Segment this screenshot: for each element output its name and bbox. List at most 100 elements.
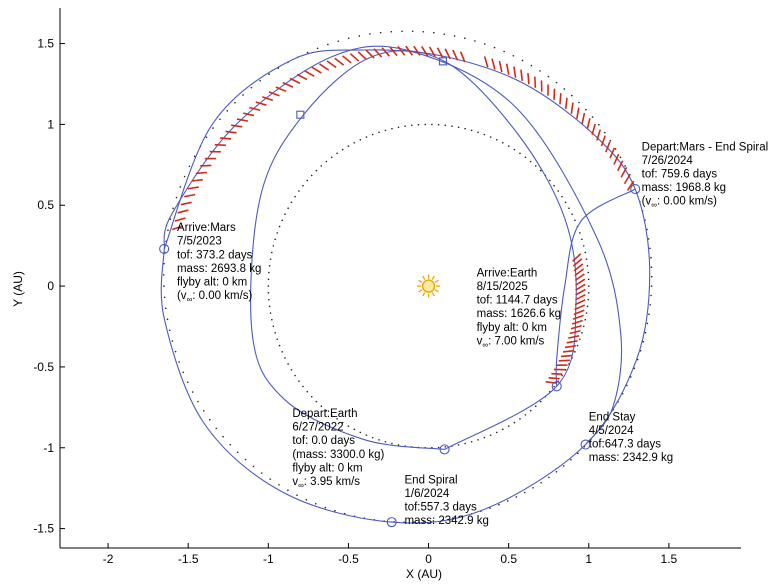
orbit-dot — [197, 400, 199, 403]
thrust-vector — [311, 66, 322, 74]
annotation-end-spiral: End Spiral 1/6/2024 tof:557.3 days mass: 23… — [405, 474, 489, 527]
orbit-dot — [650, 266, 653, 268]
thrust-vector — [389, 46, 398, 57]
y-tick-label: -1.5 — [33, 522, 54, 536]
annotation-line: 6/27/2022 — [292, 422, 343, 434]
orbit-dot — [166, 318, 169, 321]
orbit-dot — [336, 418, 338, 420]
mars-orbit — [162, 30, 653, 523]
orbit-dot — [507, 425, 510, 427]
thrust-vector — [413, 45, 421, 56]
orbit-dot — [315, 400, 318, 403]
orbit-dot — [650, 294, 652, 297]
orbit-dot — [268, 265, 271, 267]
orbit-dot — [521, 59, 524, 62]
thrust-vector — [527, 72, 530, 85]
annotation-line: (mass: 3300.0 kg) — [292, 449, 384, 461]
y-tick-label: -1 — [43, 441, 54, 455]
thrust-vector — [570, 324, 582, 330]
orbit-dot — [609, 139, 612, 142]
orbit-dot — [443, 33, 446, 35]
orbit-dot — [553, 184, 555, 187]
thrust-vector — [562, 349, 575, 353]
orbit-dot — [305, 498, 308, 501]
orbit-dot — [539, 169, 542, 172]
marker-depart-earth — [439, 444, 450, 455]
orbit-dot — [457, 126, 460, 129]
thrust-vector — [200, 164, 212, 167]
orbit-dot — [515, 496, 518, 498]
thrust-vector — [564, 97, 568, 110]
orbit-dot — [296, 494, 298, 496]
thrust-vector — [459, 51, 466, 63]
orbit-dot — [432, 520, 435, 522]
orbit-dot — [163, 296, 166, 299]
y-tick-label: 1.5 — [37, 37, 54, 51]
orbit-dot — [574, 219, 576, 222]
orbit-dot — [614, 148, 617, 150]
orbit-dot — [209, 418, 211, 421]
orbit-dot — [411, 30, 414, 33]
orbit-dot — [298, 190, 300, 192]
orbit-dot — [267, 278, 270, 281]
orbit-dot — [483, 436, 486, 439]
orbit-dot — [353, 142, 356, 144]
orbit-dot — [287, 363, 289, 365]
orbit-dot — [587, 292, 590, 294]
orbit-dot — [267, 285, 270, 287]
thrust-vector — [373, 48, 383, 58]
orbit-dot — [167, 229, 169, 231]
thrust-vector — [559, 93, 562, 105]
thrust-vector — [586, 118, 591, 130]
thrust-vector — [600, 135, 606, 147]
thrust-vector — [568, 335, 580, 339]
thrust-vector — [575, 283, 586, 291]
thrust-vector — [421, 45, 429, 57]
orbit-dot — [276, 338, 279, 341]
orbit-dot — [193, 155, 196, 158]
annotation-line: mass: 1626.6 kg — [477, 308, 561, 320]
orbit-dot — [586, 265, 589, 267]
orbit-dot — [320, 405, 323, 408]
annotation-line: mass: 1968.8 kg — [642, 182, 726, 194]
orbit-dot — [268, 298, 270, 301]
orbit-dot — [168, 329, 171, 332]
orbit-dot — [391, 127, 393, 130]
thrust-vector — [575, 278, 586, 286]
thrust-vector — [576, 107, 580, 119]
orbit-dot — [555, 471, 558, 473]
annotation-arrive-earth: Arrive:Earth 8/15/2025 tof: 1144.7 days mas… — [477, 267, 561, 349]
thrust-vector — [520, 69, 524, 81]
orbit-dot — [250, 86, 253, 89]
thrust-vector — [171, 225, 184, 231]
annotation-depart-mars: Depart:Mars - End Spiral 7/26/2024 tof: 75… — [642, 141, 769, 209]
thrust-vector — [505, 63, 510, 75]
orbit-dot — [320, 165, 323, 167]
thrust-vector — [570, 102, 574, 114]
orbit-dot — [378, 131, 380, 134]
orbit-dot — [539, 400, 542, 403]
orbit-dot — [598, 123, 600, 126]
thrust-vector — [231, 124, 243, 128]
thrust-vector — [498, 60, 503, 73]
orbit-dot — [437, 123, 440, 126]
thrust-vector — [342, 55, 352, 64]
orbit-dot — [587, 271, 590, 274]
orbit-dot — [506, 500, 509, 502]
sun-ray — [418, 289, 423, 293]
orbit-dot — [359, 138, 362, 141]
thrust-vector — [571, 319, 583, 325]
annotation-line: v∞: 7.00 km/s — [477, 335, 545, 349]
orbit-dot — [325, 160, 328, 163]
orbit-dot — [470, 129, 473, 132]
orbit-dot — [524, 414, 527, 416]
orbit-dot — [564, 369, 567, 371]
annotation-arrive-mars: Arrive:Mars 7/5/2023 tof: 373.2 days mass: … — [177, 222, 261, 304]
annotation-end-stay: End Stay 4/5/2024 tof:647.3 days mass: 2342… — [589, 411, 673, 464]
orbit-dot — [371, 436, 374, 439]
orbit-dot — [347, 37, 350, 40]
orbit-dot — [410, 124, 413, 127]
orbit-dot — [424, 123, 426, 126]
orbit-dot — [272, 325, 275, 328]
orbit-dot — [284, 357, 286, 359]
